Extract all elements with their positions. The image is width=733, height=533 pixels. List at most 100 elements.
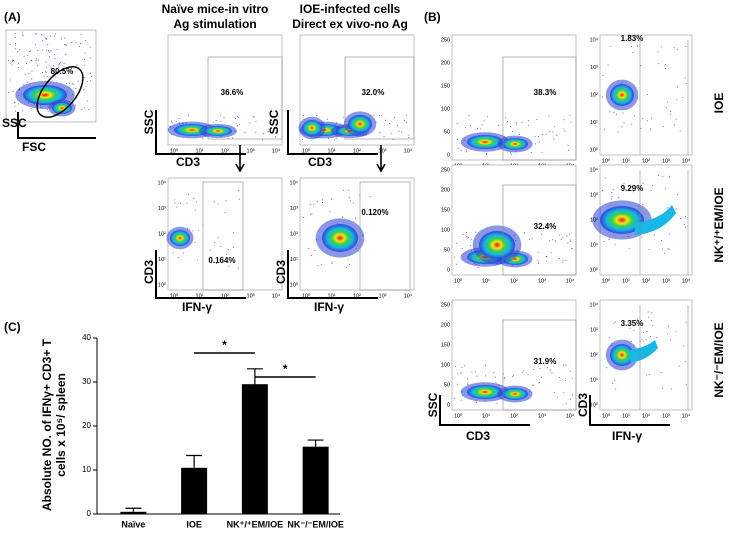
bar [181, 467, 208, 514]
y-tick-label: 10¹ [590, 120, 598, 126]
event-dot [11, 64, 13, 66]
event-dot [237, 116, 239, 118]
event-dot [255, 131, 257, 133]
y-tick-label: 10⁴ [290, 179, 299, 186]
event-dot [464, 127, 466, 129]
event-dot [556, 134, 558, 136]
plot-title: IOE-infected cells [300, 2, 401, 16]
event-dot [23, 55, 25, 57]
event-dot [678, 365, 680, 367]
event-dot [262, 133, 264, 135]
event-dot [657, 51, 659, 53]
event-dot [628, 247, 630, 249]
event-dot [617, 196, 619, 198]
event-dot [642, 204, 644, 206]
event-dot [392, 139, 394, 141]
event-dot [373, 114, 375, 116]
event-dot [550, 369, 552, 371]
event-dot [55, 33, 57, 35]
event-dot [609, 111, 611, 113]
x-tick-label: 10⁰ [454, 412, 463, 419]
event-dot [456, 138, 458, 140]
event-dot [541, 134, 543, 136]
event-dot [172, 252, 174, 254]
event-dot [219, 114, 221, 116]
event-dot [183, 252, 185, 254]
x-tick-label: 10³ [379, 293, 387, 299]
event-dot [220, 120, 222, 122]
row-label: IOE [712, 93, 726, 114]
event-dot [648, 374, 650, 376]
event-dot [330, 198, 332, 200]
event-dot [475, 371, 477, 373]
event-dot [45, 50, 47, 52]
panel-label: (A) [4, 10, 21, 24]
event-dot [523, 370, 525, 372]
x-tick-label: 10² [221, 148, 229, 154]
event-dot [14, 101, 16, 103]
plot-title: Naïve mice-in vitro [162, 2, 269, 16]
event-dot [213, 201, 215, 203]
y-tick-label: 200 [441, 60, 450, 66]
event-dot [615, 321, 617, 323]
panel-label: (B) [424, 10, 441, 24]
axis-bracket [155, 110, 246, 155]
event-dot [64, 43, 66, 45]
event-dot [562, 259, 564, 261]
event-dot [515, 121, 517, 123]
event-dot [89, 57, 91, 59]
x-tick-label: 10⁴ [272, 292, 281, 299]
event-dot [671, 388, 673, 390]
event-dot [569, 370, 571, 372]
y-tick-label: 0 [447, 402, 450, 408]
event-dot [571, 377, 573, 379]
axis-bracket [287, 250, 378, 299]
x-tick-label: 10² [353, 293, 361, 299]
event-dot [175, 120, 177, 122]
event-dot [26, 62, 28, 64]
event-dot [650, 189, 652, 191]
axis-label: SSC [426, 392, 440, 417]
event-dot [510, 153, 512, 155]
event-dot [45, 71, 47, 73]
event-dot [83, 89, 85, 91]
y-tick-label: 10³ [158, 206, 166, 212]
event-dot [227, 249, 229, 251]
y-tick-label: 10³ [590, 192, 598, 198]
event-dot [567, 149, 569, 151]
event-dot [464, 365, 466, 367]
event-dot [403, 120, 405, 122]
event-dot [470, 124, 472, 126]
event-dot [456, 123, 458, 125]
event-dot [667, 248, 669, 250]
panel-label: (C) [4, 320, 21, 334]
event-dot [35, 60, 37, 62]
gate-percent: 0.164% [208, 256, 235, 265]
y-tick-label: 10⁴ [590, 166, 599, 173]
event-dot [537, 251, 539, 253]
event-dot [503, 376, 505, 378]
event-dot [614, 243, 616, 245]
event-dot [378, 114, 380, 116]
event-dot [49, 56, 51, 58]
plot-title: Ag stimulation [173, 17, 256, 31]
event-dot [30, 50, 32, 52]
event-dot [661, 388, 663, 390]
event-dot [55, 70, 57, 72]
event-dot [31, 59, 33, 61]
event-dot [647, 120, 649, 122]
event-dot [484, 365, 486, 367]
gate [359, 181, 411, 291]
y-tick-label: 50 [444, 247, 450, 253]
event-dot [539, 367, 541, 369]
event-dot [17, 103, 19, 105]
x-tick-label: 10² [353, 148, 361, 154]
event-dot [658, 63, 660, 65]
event-dot [76, 64, 78, 66]
gate [202, 181, 244, 291]
event-dot [660, 239, 662, 241]
event-dot [685, 45, 687, 47]
event-dot [466, 237, 468, 239]
event-dot [303, 115, 305, 117]
event-dot [604, 128, 606, 130]
